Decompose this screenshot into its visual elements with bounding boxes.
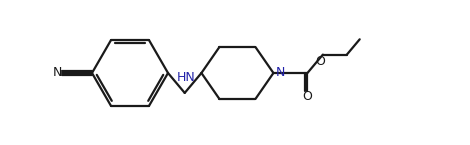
Text: O: O <box>303 90 313 104</box>
Text: N: N <box>52 67 62 79</box>
Text: O: O <box>315 55 325 68</box>
Text: HN: HN <box>177 71 196 84</box>
Text: N: N <box>275 67 285 79</box>
